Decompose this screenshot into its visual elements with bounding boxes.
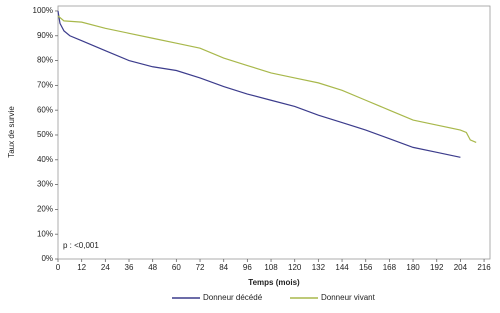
x-tick-label: 120 bbox=[288, 263, 302, 272]
x-tick-label: 108 bbox=[264, 263, 278, 272]
survival-line bbox=[57, 10, 461, 158]
y-tick-label: 30% bbox=[37, 180, 53, 189]
x-tick-label: 132 bbox=[312, 263, 326, 272]
y-tick-label: 20% bbox=[37, 205, 53, 214]
x-tick-label: 24 bbox=[101, 263, 110, 272]
x-tick-label: 156 bbox=[359, 263, 373, 272]
x-tick-label: 12 bbox=[77, 263, 86, 272]
survival-line bbox=[57, 15, 477, 143]
annotation: p : <0,001 bbox=[63, 241, 99, 250]
legend-label: Donneur décédé bbox=[203, 293, 263, 302]
x-tick-label: 204 bbox=[454, 263, 468, 272]
y-tick-label: 10% bbox=[37, 229, 53, 238]
y-tick-label: 40% bbox=[37, 155, 53, 164]
legend-label: Donneur vivant bbox=[321, 293, 376, 302]
x-tick-label: 60 bbox=[172, 263, 181, 272]
y-tick-label: 60% bbox=[37, 105, 53, 114]
x-tick-label: 144 bbox=[335, 263, 349, 272]
y-axis-label: Taux de survie bbox=[7, 106, 16, 158]
x-tick-label: 72 bbox=[196, 263, 205, 272]
y-tick-label: 90% bbox=[37, 31, 53, 40]
x-tick-label: 48 bbox=[148, 263, 157, 272]
plot-frame bbox=[57, 5, 491, 260]
y-tick-label: 100% bbox=[33, 6, 53, 15]
x-tick-label: 36 bbox=[125, 263, 134, 272]
x-tick-label: 168 bbox=[383, 263, 397, 272]
y-tick-label: 70% bbox=[37, 80, 53, 89]
y-tick-label: 80% bbox=[37, 56, 53, 65]
x-tick-label: 84 bbox=[219, 263, 228, 272]
x-tick-label: 192 bbox=[430, 263, 444, 272]
x-tick-label: 0 bbox=[56, 263, 61, 272]
y-tick-label: 0% bbox=[41, 254, 53, 263]
x-tick-label: 96 bbox=[243, 263, 252, 272]
x-tick-label: 216 bbox=[477, 263, 491, 272]
x-axis-label: Temps (mois) bbox=[248, 278, 300, 287]
y-tick-label: 50% bbox=[37, 130, 53, 139]
x-tick-label: 180 bbox=[406, 263, 420, 272]
